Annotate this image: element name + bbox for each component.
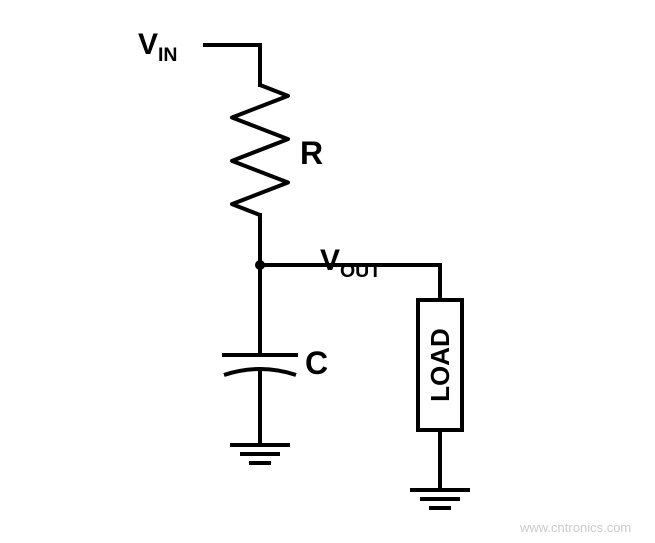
svg-text:LOAD: LOAD — [425, 328, 455, 402]
watermark-text: www.cntronics.com — [520, 520, 631, 535]
capacitor-label: C — [305, 345, 328, 382]
vout-prefix: V — [320, 244, 340, 277]
vin-prefix: V — [138, 28, 158, 61]
resistor-label: R — [300, 135, 323, 172]
vout-label: VOUT — [320, 244, 381, 283]
circuit-diagram: LOAD VIN R VOUT C www.cntronics.com — [0, 0, 655, 543]
vout-subscript: OUT — [340, 260, 381, 282]
vin-label: VIN — [138, 28, 178, 67]
vin-subscript: IN — [158, 44, 178, 66]
